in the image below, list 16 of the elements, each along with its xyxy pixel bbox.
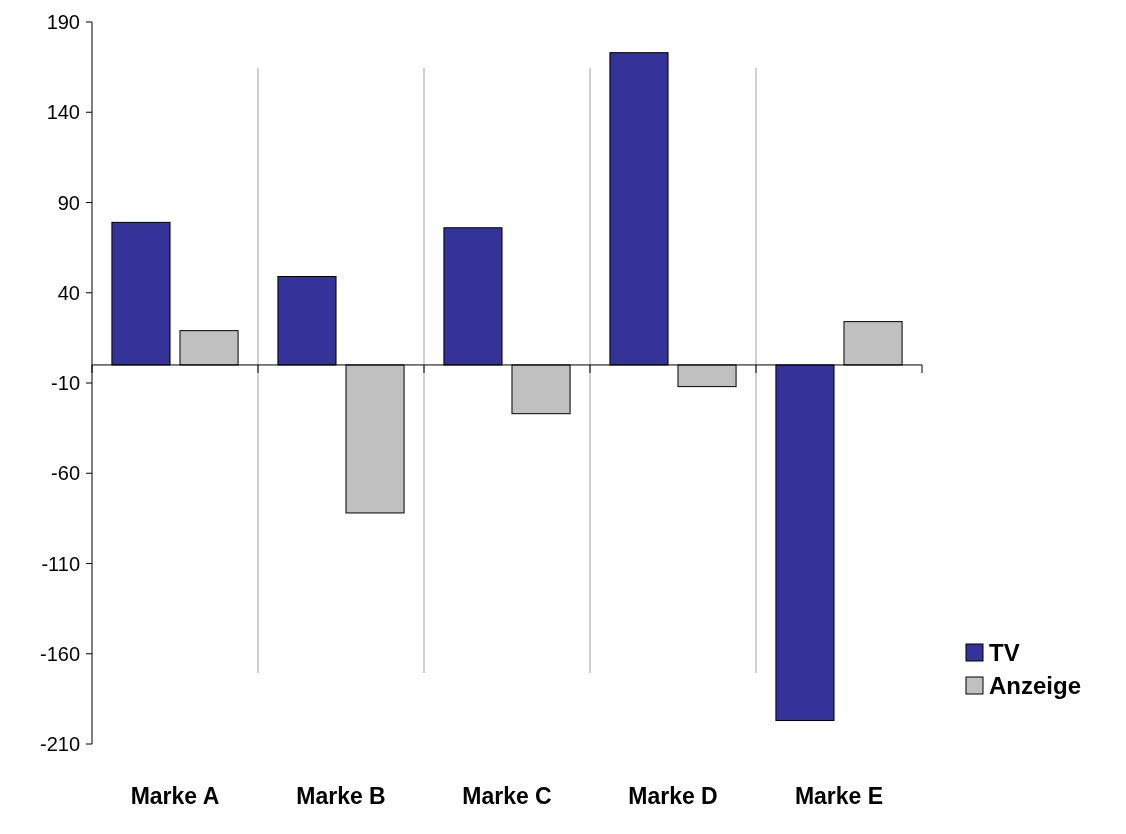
x-tick-label: Marke D xyxy=(628,783,718,809)
legend-label: TV xyxy=(989,639,1020,667)
legend-label: Anzeige xyxy=(989,672,1082,700)
y-tick-label: -160 xyxy=(39,642,80,665)
y-tick-label: -60 xyxy=(51,462,80,485)
y-tick-label: 40 xyxy=(57,281,80,304)
y-tick-label: 190 xyxy=(46,11,80,33)
x-tick-label: Marke A xyxy=(130,783,220,809)
x-tick-label: Marke C xyxy=(462,783,552,809)
x-tick-label: Marke E xyxy=(794,783,884,809)
y-tick-label: 140 xyxy=(46,101,80,124)
x-tick-label: Marke B xyxy=(296,783,386,809)
y-tick-label: -210 xyxy=(39,733,80,755)
y-tick-label: -110 xyxy=(41,552,80,575)
y-tick-label: 90 xyxy=(57,191,80,214)
y-tick-label: -10 xyxy=(51,372,80,394)
